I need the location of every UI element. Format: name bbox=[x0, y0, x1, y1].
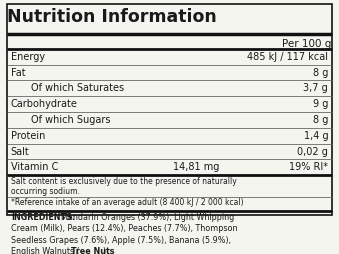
Text: Seedless Grapes (7.6%), Apple (7.5%), Banana (5.9%),: Seedless Grapes (7.6%), Apple (7.5%), Ba… bbox=[11, 236, 231, 245]
Text: 1,4 g: 1,4 g bbox=[303, 131, 328, 141]
Text: 9 g: 9 g bbox=[313, 99, 328, 109]
Text: Salt content is exclusively due to the presence of naturally
occurring sodium.: Salt content is exclusively due to the p… bbox=[11, 177, 237, 196]
Text: Of which Saturates: Of which Saturates bbox=[31, 83, 124, 93]
Text: Protein: Protein bbox=[11, 131, 45, 141]
Text: 0,02 g: 0,02 g bbox=[297, 147, 328, 156]
Text: Cream (Milk), Pears (12.4%), Peaches (7.7%), Thompson: Cream (Milk), Pears (12.4%), Peaches (7.… bbox=[11, 224, 237, 233]
Text: INGREDIENTS:: INGREDIENTS: bbox=[11, 213, 75, 222]
Text: 14,81 mg: 14,81 mg bbox=[173, 162, 219, 172]
Text: Of which Sugars: Of which Sugars bbox=[31, 115, 111, 125]
Text: English Walnuts (: English Walnuts ( bbox=[11, 247, 79, 254]
Text: 8 g: 8 g bbox=[313, 68, 328, 77]
Text: Energy: Energy bbox=[11, 52, 45, 62]
Text: 3,7 g: 3,7 g bbox=[303, 83, 328, 93]
Text: *Reference intake of an average adult (8 400 kJ / 2 000 kcal): *Reference intake of an average adult (8… bbox=[11, 198, 243, 207]
Text: Tree Nuts: Tree Nuts bbox=[71, 247, 115, 254]
Text: Vitamin C: Vitamin C bbox=[11, 162, 58, 172]
Text: ): ) bbox=[102, 247, 105, 254]
Text: Mandarin Oranges (37.9%), Light Whipping: Mandarin Oranges (37.9%), Light Whipping bbox=[61, 213, 234, 222]
Text: Per 100 g: Per 100 g bbox=[282, 39, 332, 49]
Text: 19% RI*: 19% RI* bbox=[289, 162, 328, 172]
Text: Fat: Fat bbox=[11, 68, 25, 77]
Text: Carbohydrate: Carbohydrate bbox=[11, 99, 78, 109]
Text: Nutrition Information: Nutrition Information bbox=[7, 8, 217, 26]
Text: Salt: Salt bbox=[11, 147, 29, 156]
Text: 485 kJ / 117 kcal: 485 kJ / 117 kcal bbox=[247, 52, 328, 62]
Text: 8 g: 8 g bbox=[313, 115, 328, 125]
